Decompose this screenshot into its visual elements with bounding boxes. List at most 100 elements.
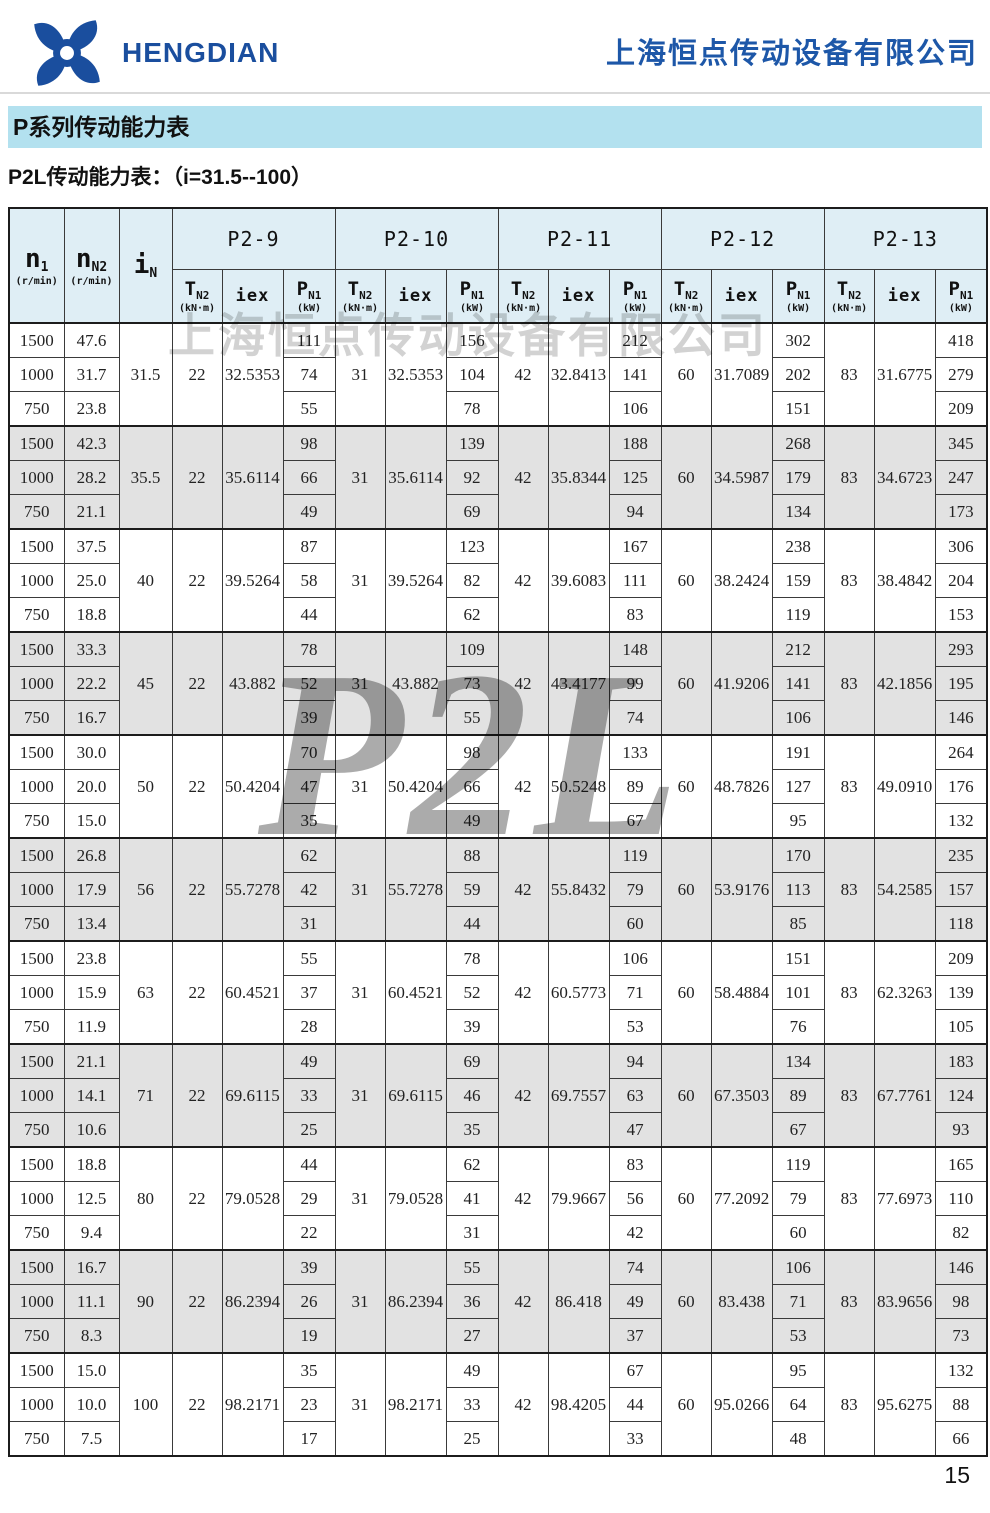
- in-cell: 50: [118, 734, 173, 839]
- iex-cell: 43.882: [384, 631, 447, 736]
- header-cell-power: PN1 (kW): [445, 269, 499, 324]
- pn1-cell: 78: [445, 391, 499, 427]
- n1-cell: 1000: [8, 769, 65, 804]
- in-cell: 100: [118, 1352, 173, 1457]
- table-header-row-groups: n1 (r/min) nN2 (r/min) iN P2-9 P2-10 P2-11 P2-12…: [8, 207, 988, 324]
- tn2-cell: 42: [497, 528, 549, 633]
- header-cell-speed-0: n1 (r/min): [8, 207, 65, 324]
- table-row: 750 13.4 31 44 60 85 118: [8, 906, 988, 942]
- pn1-cell: 35: [282, 1352, 336, 1388]
- pn1-cell: 49: [608, 1284, 662, 1319]
- header-cell-power: PN1 (kW): [771, 269, 825, 324]
- pn1-cell: 37: [282, 975, 336, 1010]
- pn1-cell: 42: [608, 1215, 662, 1251]
- pn1-cell: 60: [771, 1215, 825, 1251]
- n1-cell: 1500: [8, 425, 65, 461]
- table-row: 750 23.8 55 78 106 151 209: [8, 391, 988, 427]
- pn1-cell: 101: [771, 975, 825, 1010]
- pn1-cell: 119: [608, 837, 662, 873]
- iex-cell: 35.6114: [221, 425, 284, 530]
- tn2-cell: 42: [497, 1146, 549, 1251]
- header-cell-model-0: P2-9: [171, 207, 336, 270]
- tn2-cell: 31: [334, 1352, 386, 1457]
- pn1-cell: 44: [445, 906, 499, 942]
- n2-cell: 10.6: [63, 1112, 120, 1148]
- n1-cell: 1500: [8, 837, 65, 873]
- ratio-group-100: 1500 15.0 100 22 98.2171 35 31 98.2171 49 42 98.42…: [8, 1352, 988, 1457]
- pn1-cell: 82: [445, 563, 499, 598]
- tn2-cell: 83: [823, 734, 875, 839]
- table-row: 1500 42.3 35.5 22 35.6114 98 31 35.6114 139 42 35.…: [8, 425, 988, 530]
- pn1-cell: 55: [445, 1249, 499, 1285]
- n1-cell: 1000: [8, 1387, 65, 1422]
- header-cell-iex: iex: [873, 269, 936, 324]
- n1-cell: 750: [8, 494, 65, 530]
- iex-cell: 42.1856: [873, 631, 936, 736]
- n2-cell: 23.8: [63, 940, 120, 976]
- n2-cell: 22.2: [63, 666, 120, 701]
- iex-cell: 95.0266: [710, 1352, 773, 1457]
- n2-cell: 18.8: [63, 597, 120, 633]
- pn1-cell: 156: [445, 322, 499, 358]
- pn1-cell: 132: [934, 1352, 988, 1388]
- tn2-cell: 22: [171, 1043, 223, 1148]
- pn1-cell: 26: [282, 1284, 336, 1319]
- n1-cell: 1500: [8, 1249, 65, 1285]
- iex-cell: 35.8344: [547, 425, 610, 530]
- iex-cell: 41.9206: [710, 631, 773, 736]
- pn1-cell: 53: [771, 1318, 825, 1354]
- brand-text: HENGDIAN: [122, 37, 280, 68]
- iex-cell: 83.9656: [873, 1249, 936, 1354]
- tn2-cell: 22: [171, 940, 223, 1045]
- tn2-cell: 22: [171, 631, 223, 736]
- tn2-cell: 31: [334, 1249, 386, 1354]
- n2-cell: 14.1: [63, 1078, 120, 1113]
- n2-cell: 30.0: [63, 734, 120, 770]
- tn2-cell: 42: [497, 940, 549, 1045]
- pn1-cell: 44: [282, 597, 336, 633]
- pn1-cell: 55: [282, 391, 336, 427]
- tn2-cell: 22: [171, 1146, 223, 1251]
- n1-cell: 1000: [8, 357, 65, 392]
- tn2-cell: 42: [497, 1043, 549, 1148]
- pn1-cell: 58: [282, 563, 336, 598]
- n2-cell: 47.6: [63, 322, 120, 358]
- pn1-cell: 146: [934, 1249, 988, 1285]
- pn1-cell: 119: [771, 1146, 825, 1182]
- pn1-cell: 98: [445, 734, 499, 770]
- pn1-cell: 92: [445, 460, 499, 495]
- pn1-cell: 35: [282, 803, 336, 839]
- pn1-cell: 124: [934, 1078, 988, 1113]
- n2-cell: 23.8: [63, 391, 120, 427]
- table-row: 750 10.6 25 35 47 67 93: [8, 1112, 988, 1148]
- pn1-cell: 159: [771, 563, 825, 598]
- pn1-cell: 87: [282, 528, 336, 564]
- pn1-cell: 104: [445, 357, 499, 392]
- tn2-cell: 22: [171, 322, 223, 427]
- iex-cell: 43.4177: [547, 631, 610, 736]
- pn1-cell: 66: [282, 460, 336, 495]
- n1-cell: 750: [8, 391, 65, 427]
- table-row: 750 21.1 49 69 94 134 173: [8, 494, 988, 530]
- pn1-cell: 39: [282, 1249, 336, 1285]
- pn1-cell: 76: [771, 1009, 825, 1045]
- iex-cell: 55.7278: [221, 837, 284, 942]
- header-cell-power: PN1 (kW): [282, 269, 336, 324]
- table-row: 1500 18.8 80 22 79.0528 44 31 79.0528 62 42 79.966…: [8, 1146, 988, 1251]
- n1-cell: 1500: [8, 940, 65, 976]
- iex-cell: 60.4521: [384, 940, 447, 1045]
- n1-cell: 1000: [8, 975, 65, 1010]
- pn1-cell: 74: [282, 357, 336, 392]
- pn1-cell: 69: [445, 494, 499, 530]
- ratio-group-56: 1500 26.8 56 22 55.7278 62 31 55.7278 88 42 55.843…: [8, 837, 988, 942]
- pn1-cell: 44: [608, 1387, 662, 1422]
- in-cell: 63: [118, 940, 173, 1045]
- pn1-cell: 119: [771, 597, 825, 633]
- pn1-cell: 111: [608, 563, 662, 598]
- pn1-cell: 23: [282, 1387, 336, 1422]
- pn1-cell: 179: [771, 460, 825, 495]
- n1-cell: 1500: [8, 322, 65, 358]
- pn1-cell: 49: [445, 1352, 499, 1388]
- in-cell: 35.5: [118, 425, 173, 530]
- table-row: 1500 30.0 50 22 50.4204 70 31 50.4204 98 42 50.524…: [8, 734, 988, 839]
